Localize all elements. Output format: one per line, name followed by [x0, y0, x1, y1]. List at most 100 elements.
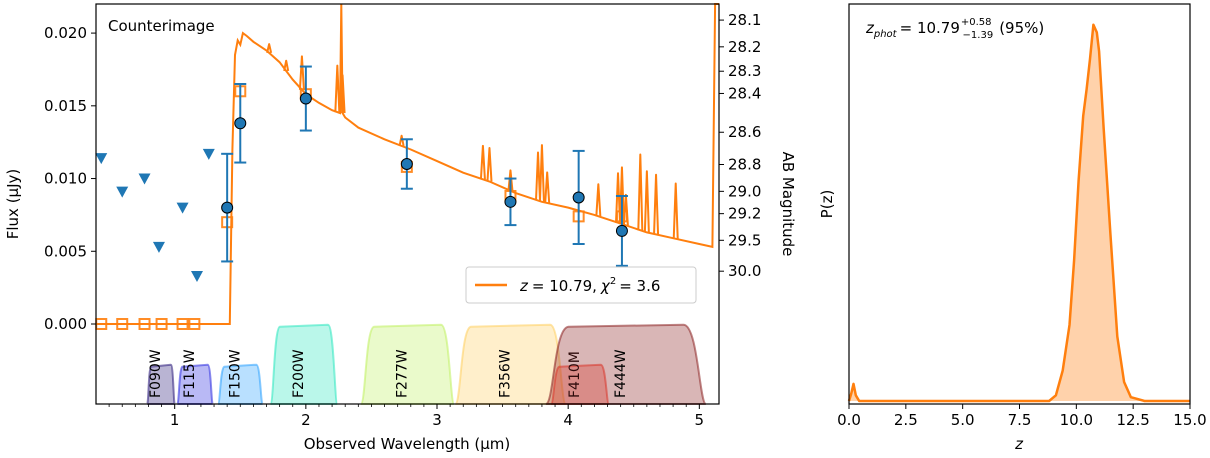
upper-limit-marker	[116, 186, 129, 198]
mag-tick-label: 28.4	[728, 84, 761, 102]
model-emission-spike	[283, 59, 290, 72]
filter-label: F150W	[227, 349, 243, 398]
model-emission-spike	[339, 74, 346, 114]
y-tick-label: 0.020	[44, 24, 87, 42]
filter-curve	[269, 323, 339, 405]
pz-area	[849, 24, 1190, 402]
pz-x-tick-label: 12.5	[1116, 411, 1149, 429]
mag-tick-label: 28.6	[728, 123, 761, 141]
data-point	[400, 158, 413, 170]
model-emission-spike	[637, 153, 644, 231]
pz-x-tick-label: 5.0	[951, 411, 975, 429]
pz-x-tick-label: 15.0	[1173, 411, 1206, 429]
filter-curve	[176, 363, 214, 405]
pz-panel: 0.0 2.5 5.0 7.5 10.0 12.5 15.0 P(z) z zphot = 1…	[818, 3, 1207, 453]
pz-xlabel: z	[1014, 435, 1024, 453]
x-tick-label: 5	[695, 411, 705, 429]
model-emission-spike	[266, 43, 273, 54]
data-point	[615, 224, 628, 237]
model-emission-spike	[653, 173, 660, 235]
pz-x-tick-label: 0.0	[837, 411, 861, 429]
sed-axes: 1 2 3 4 5 0.000 0.005 0.010 0.015 0.020 28.1 28.2 28…	[44, 11, 761, 429]
data-point	[504, 195, 517, 208]
filter-curve	[216, 363, 264, 405]
data-point	[234, 117, 247, 130]
model-emission-spike	[544, 171, 551, 204]
legend-box	[465, 266, 697, 304]
model-bandpass-square	[155, 318, 168, 330]
mag-tick-label: 29.2	[728, 205, 761, 223]
filter-curves: F090W F115W F150W F200W F277W F356W F410M F444W	[146, 323, 707, 405]
pz-line	[847, 23, 1190, 403]
filter-label: F410M	[567, 351, 583, 398]
filter-label: F356W	[497, 349, 513, 398]
y-tick-label: 0.000	[44, 315, 87, 333]
data-point	[221, 201, 234, 214]
model-sed-line	[96, 3, 719, 325]
model-emission-spike	[486, 147, 493, 182]
sed-xlabel: Observed Wavelength (μm)	[304, 435, 511, 453]
model-bandpass-square	[138, 318, 151, 330]
filter-curve	[544, 323, 707, 405]
mag-tick-label: 28.2	[728, 38, 761, 56]
pz-x-tick-label: 10.0	[1060, 411, 1093, 429]
model-emission-spike	[643, 170, 650, 233]
filter-curve	[359, 323, 456, 405]
upper-limit-marker	[95, 153, 108, 165]
sed-ylabel: Flux (μJy)	[4, 169, 22, 240]
pz-annotation: zphot = 10.79+0.58 −1.39 (95%)	[865, 17, 1044, 41]
y-tick-label: 0.015	[44, 97, 87, 115]
filter-curve	[146, 363, 176, 405]
pz-x-tick-label: 2.5	[894, 411, 918, 429]
model-emission-spike	[595, 183, 602, 217]
upper-limit-marker	[190, 271, 203, 282]
model-emission-spike	[672, 182, 679, 239]
mag-tick-label: 29.0	[728, 182, 761, 200]
upper-limit-marker	[152, 241, 165, 253]
data-point	[299, 92, 312, 105]
y-tick-label: 0.005	[44, 242, 87, 260]
model-emission-spike	[298, 55, 305, 90]
mag-tick-label: 28.1	[728, 11, 761, 29]
mag-tick-label: 28.3	[728, 62, 761, 80]
x-tick-label: 4	[563, 411, 573, 429]
model-emission-spike	[618, 166, 625, 225]
legend-label: z = 10.79, χ2 = 3.6	[519, 276, 660, 295]
x-tick-label: 1	[170, 411, 180, 429]
pz-x-tick-label: 7.5	[1008, 411, 1032, 429]
filter-label: F277W	[395, 349, 411, 398]
filter-curve	[550, 363, 610, 405]
model-emission-spike	[538, 144, 545, 202]
filter-label: F200W	[291, 349, 307, 398]
model-emission-spike	[479, 144, 486, 180]
sed-panel: F090W F115W F150W F200W F277W F356W F410M F444W…	[4, 3, 797, 453]
model-sed	[96, 3, 719, 325]
pz-axes: 0.0 2.5 5.0 7.5 10.0 12.5 15.0	[837, 404, 1207, 429]
filter-label: F115W	[182, 349, 198, 398]
sed-ylabel-right: AB Magnitude	[779, 152, 797, 257]
mag-tick-label: 29.5	[728, 231, 761, 249]
upper-limit-marker	[138, 173, 151, 185]
photometry-layer	[95, 65, 628, 330]
filter-curve	[454, 323, 567, 405]
model-emission-spike	[398, 134, 405, 147]
model-emission-spike	[535, 151, 542, 201]
x-tick-label: 2	[301, 411, 311, 429]
upper-limit-marker	[176, 202, 189, 214]
model-emission-spike	[615, 172, 622, 223]
data-point	[572, 191, 585, 204]
model-emission-spike	[334, 64, 341, 113]
model-bandpass-square	[188, 318, 201, 330]
model-bandpass-square	[176, 318, 189, 330]
upper-limit-marker	[202, 148, 215, 160]
model-emission-spike	[507, 169, 514, 191]
y-tick-label: 0.010	[44, 170, 87, 188]
pz-frame	[848, 3, 1191, 405]
pz-curve	[847, 23, 1190, 403]
filter-label: F444W	[613, 349, 629, 398]
pz-ylabel: P(z)	[818, 190, 836, 219]
sed-title: Counterimage	[108, 17, 215, 35]
x-tick-label: 3	[432, 411, 442, 429]
filter-label: F090W	[148, 349, 164, 398]
